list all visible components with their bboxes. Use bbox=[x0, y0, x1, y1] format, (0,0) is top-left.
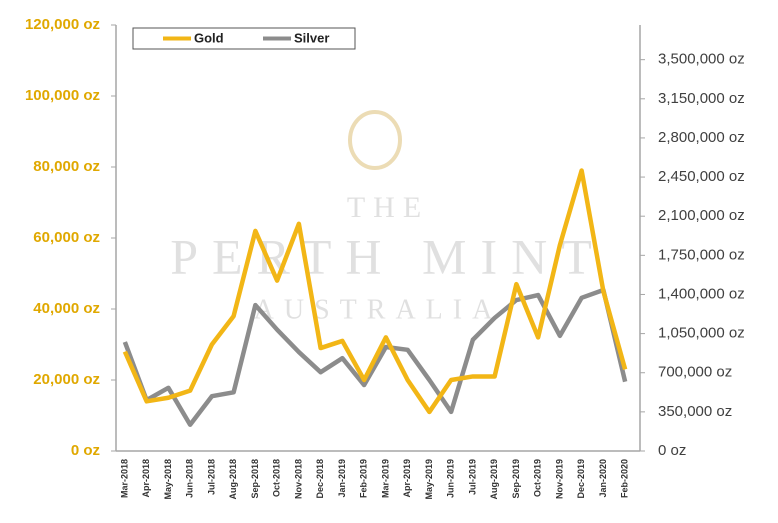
y2-tick-label: 0 oz bbox=[658, 442, 686, 459]
legend-label: Silver bbox=[294, 30, 329, 45]
x-tick-label: Nov-2019 bbox=[554, 459, 564, 499]
watermark: THE bbox=[347, 191, 429, 224]
y-tick-label: 0 oz bbox=[71, 442, 100, 459]
y2-tick-label: 1,750,000 oz bbox=[658, 246, 745, 263]
legend-box bbox=[132, 27, 356, 50]
x-tick-label: Jun-2018 bbox=[185, 459, 195, 498]
x-tick-label: Aug-2019 bbox=[489, 459, 499, 500]
x-tick-label: Nov-2018 bbox=[293, 459, 303, 499]
series-line bbox=[122, 287, 628, 427]
x-tick-label: Sep-2019 bbox=[511, 459, 521, 499]
y2-tick-label: 700,000 oz bbox=[658, 364, 732, 381]
x-tick-label: Feb-2019 bbox=[359, 459, 369, 498]
y-tick-label: 40,000 oz bbox=[33, 300, 100, 317]
x-tick-label: Jan-2020 bbox=[598, 459, 608, 498]
y2-tick-label: 2,450,000 oz bbox=[658, 168, 745, 185]
y-tick-label: 60,000 oz bbox=[33, 229, 100, 246]
x-tick-label: May-2018 bbox=[163, 459, 173, 500]
x-tick-label: Sep-2018 bbox=[250, 459, 260, 499]
y2-tick-label: 350,000 oz bbox=[658, 403, 732, 420]
x-tick-label: Dec-2019 bbox=[576, 459, 586, 499]
watermark: PERTH MINT bbox=[170, 228, 606, 284]
y-tick-label: 100,000 oz bbox=[25, 87, 100, 104]
x-tick-label: Oct-2019 bbox=[533, 459, 543, 497]
y-tick-label: 120,000 oz bbox=[25, 16, 100, 33]
y2-tick-label: 3,500,000 oz bbox=[658, 51, 745, 68]
x-tick-label: Jul-2019 bbox=[467, 459, 477, 495]
legend-label: Gold bbox=[194, 30, 224, 45]
watermark: AUSTRALIA bbox=[254, 294, 503, 325]
x-tick-label: Apr-2019 bbox=[402, 459, 412, 498]
x-tick-label: Feb-2020 bbox=[620, 459, 630, 498]
x-tick-label: Dec-2018 bbox=[315, 459, 325, 499]
y2-tick-label: 1,400,000 oz bbox=[658, 285, 745, 302]
watermark-logo bbox=[348, 110, 402, 170]
y2-tick-label: 2,100,000 oz bbox=[658, 207, 745, 224]
x-tick-label: Jul-2018 bbox=[206, 459, 216, 495]
x-tick-label: Apr-2018 bbox=[141, 459, 151, 498]
y-tick-label: 80,000 oz bbox=[33, 158, 100, 175]
x-tick-label: Mar-2019 bbox=[380, 459, 390, 498]
x-tick-label: Oct-2018 bbox=[272, 459, 282, 497]
x-tick-label: Jan-2019 bbox=[337, 459, 347, 498]
x-tick-label: Mar-2018 bbox=[119, 459, 129, 498]
y2-tick-label: 2,800,000 oz bbox=[658, 129, 745, 146]
x-tick-label: Jun-2019 bbox=[446, 459, 456, 498]
y2-tick-label: 1,050,000 oz bbox=[658, 325, 745, 342]
x-tick-label: Aug-2018 bbox=[228, 459, 238, 500]
x-tick-label: May-2019 bbox=[424, 459, 434, 500]
y-tick-label: 20,000 oz bbox=[33, 371, 100, 388]
series-line bbox=[122, 168, 628, 415]
y2-tick-label: 3,150,000 oz bbox=[658, 90, 745, 107]
